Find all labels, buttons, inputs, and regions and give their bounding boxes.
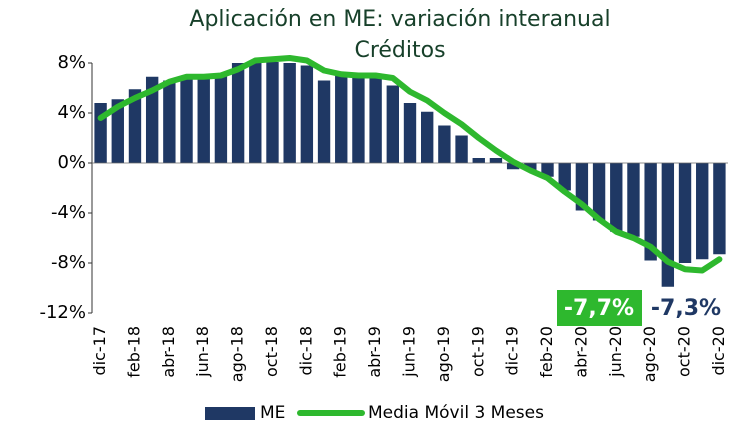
x-tick-label: abr-20 [571, 326, 590, 378]
bar [438, 125, 451, 163]
plot-area [94, 62, 726, 287]
bar [128, 89, 142, 163]
bar [524, 163, 537, 171]
bar [489, 158, 503, 163]
value-label: -7,3% [651, 296, 721, 321]
bar [163, 80, 176, 163]
bar [111, 99, 124, 163]
bar [421, 111, 434, 163]
x-tick-label: abr-18 [159, 326, 178, 378]
y-tick-label: -8% [51, 252, 86, 273]
x-tick-label: ago-18 [228, 326, 247, 382]
bar [472, 158, 485, 163]
legend-label: ME [260, 403, 285, 423]
bar [403, 103, 417, 163]
y-tick-label: 8% [57, 52, 86, 73]
x-tick-label: dic-20 [709, 326, 728, 376]
bar [317, 80, 331, 163]
x-tick-label: oct-20 [675, 326, 694, 377]
bar [335, 75, 348, 163]
bar [266, 62, 279, 163]
legend-label: Media Móvil 3 Meses [368, 403, 544, 423]
x-tick-label: oct-18 [262, 326, 281, 377]
x-tick-label: jun-20 [606, 326, 625, 378]
y-tick-label: 4% [57, 102, 86, 123]
bar [455, 135, 468, 163]
legend-swatch [205, 407, 255, 420]
value-label: -7,7% [564, 296, 634, 321]
bar [197, 76, 210, 163]
x-tick-label: ago-19 [434, 326, 453, 382]
bar [352, 74, 365, 163]
x-tick-label: jun-18 [193, 326, 212, 378]
x-tick-label: feb-18 [124, 326, 143, 378]
value-label-box [557, 290, 642, 326]
bar [627, 163, 640, 237]
bar [592, 163, 606, 221]
y-tick-label: -12% [39, 302, 86, 323]
bar [145, 76, 159, 163]
bar [231, 63, 245, 163]
bar [678, 163, 692, 263]
bar [610, 163, 623, 232]
bar [283, 63, 296, 163]
x-tick-label: feb-20 [537, 326, 556, 378]
bar [180, 78, 193, 163]
bar [661, 163, 675, 287]
bar [300, 65, 314, 163]
x-tick-label: abr-19 [365, 326, 384, 378]
x-tick-label: jun-19 [400, 326, 419, 378]
bar [386, 85, 399, 163]
line [97, 55, 723, 274]
x-tick-label: dic-17 [90, 326, 109, 376]
y-tick-label: 0% [57, 152, 86, 173]
y-tick-label: -4% [51, 202, 86, 223]
bar [249, 62, 262, 163]
x-tick-label: dic-19 [503, 326, 522, 376]
bar [541, 163, 554, 177]
bar [506, 163, 520, 170]
x-tick-label: ago-20 [640, 326, 659, 382]
chart-title: Aplicación en ME: variación interanual [189, 7, 610, 32]
x-tick-label: oct-19 [468, 326, 487, 377]
bar [696, 163, 709, 260]
x-tick-label: feb-19 [331, 326, 350, 378]
bar [644, 163, 657, 261]
bar [214, 73, 228, 163]
bar [713, 163, 726, 255]
chart-subtitle: Créditos [354, 38, 445, 63]
bar [369, 78, 382, 163]
x-tick-label: dic-18 [296, 326, 315, 376]
bar [558, 163, 571, 191]
